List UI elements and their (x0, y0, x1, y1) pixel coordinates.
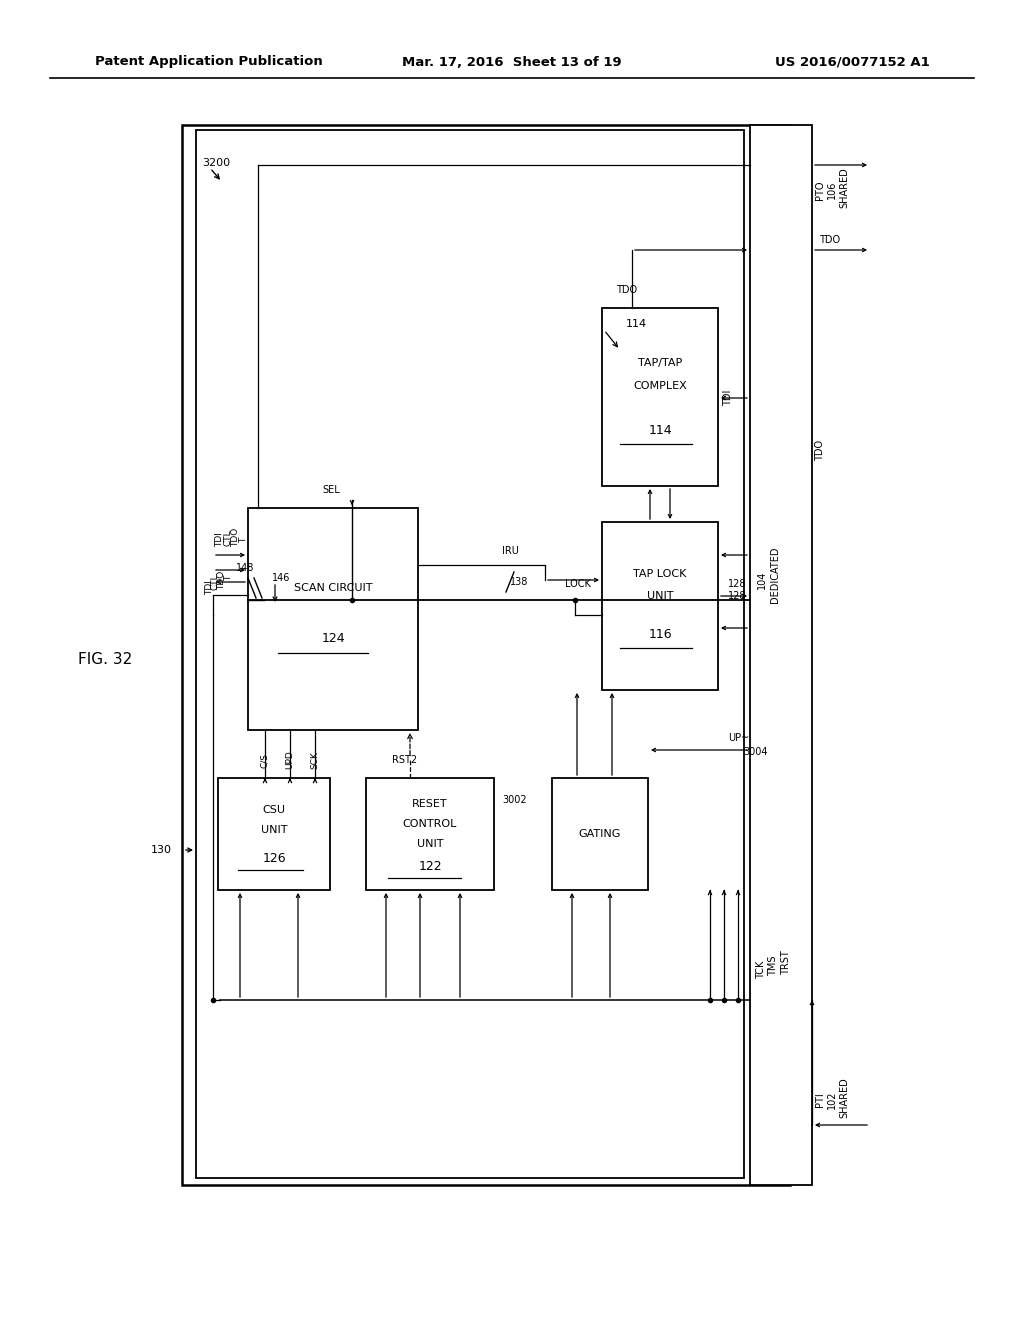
Text: 3200: 3200 (202, 158, 230, 168)
Text: COMPLEX: COMPLEX (633, 381, 687, 391)
Text: TDO: TDO (819, 235, 841, 246)
Text: TAP/TAP: TAP/TAP (638, 358, 682, 368)
Text: T: T (224, 576, 233, 581)
Text: US 2016/0077152 A1: US 2016/0077152 A1 (775, 55, 930, 69)
Text: T: T (240, 537, 249, 543)
Text: Mar. 17, 2016  Sheet 13 of 19: Mar. 17, 2016 Sheet 13 of 19 (402, 55, 622, 69)
Text: 116: 116 (648, 627, 672, 640)
Bar (552, 777, 648, 890)
Text: 124: 124 (322, 631, 345, 644)
Text: GATING: GATING (579, 829, 622, 840)
Text: 3002: 3002 (502, 795, 526, 805)
Text: 3004: 3004 (743, 747, 768, 756)
Text: Patent Application Publication: Patent Application Publication (95, 55, 323, 69)
Text: 128: 128 (728, 591, 746, 601)
Text: TDI: TDI (206, 581, 214, 595)
Text: SCAN CIRCUIT: SCAN CIRCUIT (294, 583, 373, 593)
Text: UNIT: UNIT (647, 591, 673, 601)
Text: 130: 130 (151, 845, 172, 855)
Text: TDO: TDO (217, 570, 226, 590)
Text: 114: 114 (626, 319, 647, 329)
Text: PTI: PTI (815, 1093, 825, 1107)
Text: 138: 138 (510, 577, 528, 587)
Text: 128: 128 (728, 579, 746, 589)
Text: SCK: SCK (310, 751, 319, 770)
Text: 148: 148 (236, 564, 254, 573)
Text: TMS: TMS (768, 956, 778, 977)
Text: TDI: TDI (723, 389, 733, 407)
Bar (750, 125, 812, 1185)
Bar (196, 129, 744, 1177)
Text: IRU: IRU (502, 546, 518, 556)
Text: 102: 102 (827, 1090, 837, 1109)
Bar (182, 125, 790, 1185)
Bar (248, 508, 418, 730)
Text: DEDICATED: DEDICATED (770, 546, 780, 603)
Text: FIG. 32: FIG. 32 (78, 652, 132, 668)
Bar (602, 308, 718, 486)
Text: TDI: TDI (215, 532, 224, 548)
Text: 114: 114 (648, 424, 672, 437)
Text: CTL: CTL (211, 574, 219, 590)
Text: 104: 104 (757, 570, 767, 589)
Text: CONTROL: CONTROL (402, 818, 457, 829)
Text: TDO: TDO (815, 440, 825, 461)
Bar (366, 777, 494, 890)
Text: SHARED: SHARED (839, 168, 849, 209)
Text: SEL: SEL (323, 484, 340, 495)
Text: 146: 146 (272, 573, 291, 583)
Text: TRST: TRST (781, 950, 791, 975)
Text: CTL: CTL (223, 529, 232, 546)
Text: UNIT: UNIT (261, 825, 288, 836)
Text: TDO: TDO (616, 285, 638, 294)
Text: TDO: TDO (231, 528, 241, 546)
Text: 122: 122 (418, 859, 441, 873)
Text: 106: 106 (827, 181, 837, 199)
Text: UNIT: UNIT (417, 840, 443, 849)
Text: TAP LOCK: TAP LOCK (633, 569, 687, 579)
Text: UP~: UP~ (728, 733, 750, 743)
Text: TCK: TCK (756, 961, 766, 979)
Text: 126: 126 (262, 851, 286, 865)
Bar (218, 777, 330, 890)
Text: RESET: RESET (413, 799, 447, 809)
Text: LOCK: LOCK (565, 579, 591, 589)
Text: CSU: CSU (262, 805, 286, 814)
Text: PTO: PTO (815, 181, 825, 199)
Bar (602, 521, 718, 690)
Text: RST2: RST2 (392, 755, 418, 766)
Text: UPD: UPD (286, 751, 295, 770)
Text: SHARED: SHARED (839, 1077, 849, 1118)
Text: C/S: C/S (260, 752, 269, 767)
